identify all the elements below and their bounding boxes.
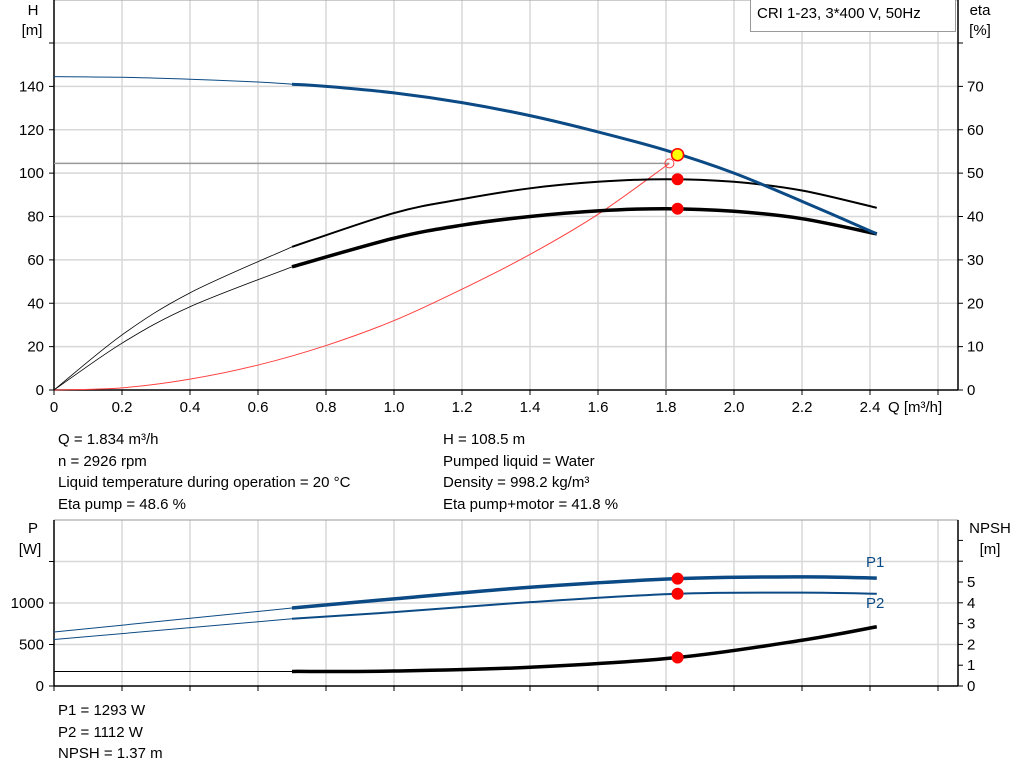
q-tick-label: 2.0 [724, 399, 745, 416]
npsh-axis-unit: [m] [980, 541, 1001, 558]
head-curve [291, 82, 878, 236]
info-temperature: Liquid temperature during operation = 20… [58, 474, 351, 491]
eta-tick-label: 0 [967, 382, 975, 399]
npsh-tick-label: 0 [967, 678, 975, 695]
npsh-tick-label: 5 [967, 574, 975, 591]
h-tick-label: 0 [36, 382, 44, 399]
q-tick-label: 1.2 [452, 399, 473, 416]
operating-point-marker [670, 147, 685, 162]
eta-pump-curve [291, 178, 878, 248]
info-eta-pump-motor: Eta pump+motor = 41.8 % [443, 495, 619, 513]
p-axis-label: P [28, 520, 38, 537]
info-p2: P2 = 1112 W [58, 723, 143, 741]
info-left: Q = 1.834 m³/h n = 2926 rpm Liquid tempe… [58, 429, 350, 515]
info-speed: n = 2926 rpm [58, 452, 147, 470]
q-tick-label: 2.2 [792, 399, 813, 416]
info-liquid: Pumped liquid = Water [443, 452, 595, 470]
p1-label: P1 [866, 554, 884, 571]
p2-curve [291, 591, 877, 620]
legend-text: CRI 1-23, 3*400 V, 50Hz [757, 5, 921, 22]
h-tick-label: 140 [19, 78, 44, 95]
eta-tick-label: 50 [967, 165, 984, 182]
info-head: H = 108.5 m [443, 431, 526, 448]
npsh-curve [291, 624, 878, 674]
p1-marker [671, 572, 684, 585]
eta-tick-label: 30 [967, 252, 984, 269]
eta-pump-curve-thin [53, 246, 293, 391]
h-axis-label: H [28, 2, 39, 19]
q-tick-label: 0.8 [316, 399, 337, 416]
p2-curve-thin [53, 618, 293, 641]
q-tick-label: 2.4 [860, 399, 881, 416]
npsh-tick-label: 1 [967, 657, 975, 674]
q-tick-label: 0 [50, 399, 58, 416]
eta-axis-label: eta [970, 2, 992, 19]
h-tick-label: 80 [27, 209, 44, 226]
info-density: Density = 998.2 kg/m³ [443, 474, 590, 491]
h-axis-unit: [m] [22, 22, 43, 39]
info-eta-pump: Eta pump = 48.6 % [58, 495, 186, 513]
eta-tick-label: 20 [967, 295, 984, 312]
p-axis-unit: [W] [19, 541, 42, 558]
npsh-tick-label: 3 [967, 616, 975, 633]
info-npsh: NPSH = 1.37 m [58, 745, 163, 762]
info-bottom: P1 = 1293 W P2 = 1112 W NPSH = 1.37 m [58, 700, 163, 765]
p1-curve-thin [53, 607, 293, 633]
q-tick-label: 1.4 [520, 399, 541, 416]
npsh-axis-label: NPSH [969, 520, 1011, 537]
eta-pump-motor-marker [671, 202, 684, 215]
p2-marker [671, 587, 684, 600]
npsh-tick-label: 2 [967, 636, 975, 653]
info-p1: P1 = 1293 W [58, 702, 146, 719]
q-tick-label: 1.8 [656, 399, 677, 416]
q-tick-label: 1.6 [588, 399, 609, 416]
eta-pump-motor-curve [291, 206, 878, 269]
npsh-tick-label: 4 [967, 595, 975, 612]
eta-pump-motor-curve-thin [53, 266, 293, 391]
p-tick-label: 500 [19, 637, 44, 654]
h-tick-label: 120 [19, 122, 44, 139]
x-axis-label: Q [m³/h] [888, 399, 942, 416]
head-curve-thin [53, 76, 293, 85]
system-curve [53, 162, 670, 391]
p1-curve [291, 575, 877, 610]
system-end-marker [664, 158, 675, 169]
q-tick-label: 0.4 [180, 399, 201, 416]
p2-label: P2 [866, 595, 884, 612]
q-tick-label: 0.6 [248, 399, 269, 416]
info-flow: Q = 1.834 m³/h [58, 431, 159, 448]
info-right: H = 108.5 m Pumped liquid = Water Densit… [443, 429, 618, 515]
eta-tick-label: 60 [967, 122, 984, 139]
h-tick-label: 40 [27, 295, 44, 312]
eta-tick-label: 10 [967, 339, 984, 356]
eta-pump-marker [671, 173, 684, 186]
q-tick-label: 0.2 [112, 399, 133, 416]
legend-box: CRI 1-23, 3*400 V, 50Hz [750, 0, 956, 32]
q-tick-label: 1.0 [384, 399, 405, 416]
h-tick-label: 60 [27, 252, 44, 269]
eta-tick-label: 40 [967, 209, 984, 226]
p-tick-label: 0 [36, 678, 44, 695]
h-tick-label: 100 [19, 165, 44, 182]
eta-axis-unit: [%] [969, 22, 991, 39]
eta-tick-label: 70 [967, 78, 984, 95]
h-tick-label: 20 [27, 339, 44, 356]
npsh-marker [671, 651, 684, 664]
p-tick-label: 1000 [11, 595, 44, 612]
